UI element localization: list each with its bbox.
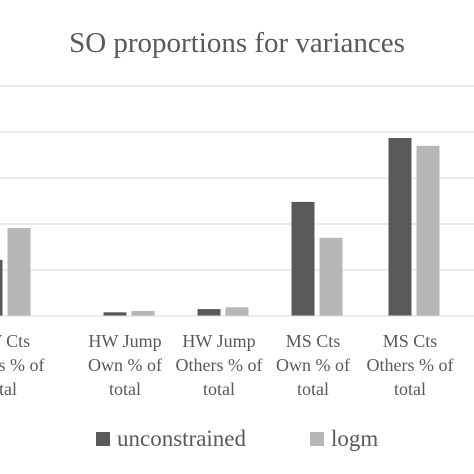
x-tick-label: total <box>203 379 235 399</box>
x-tick-label: total <box>109 379 141 399</box>
bar-logm-5 <box>416 145 440 316</box>
bar-logm-1 <box>7 228 31 316</box>
x-tick-label: MS Cts <box>286 331 341 351</box>
x-tick-label: HW Cts <box>0 331 30 351</box>
x-tick-label: MS Cts <box>383 331 438 351</box>
bar-unconstrained-5 <box>388 138 412 316</box>
x-tick-labels: HW Cts Others % of total HW Jump Own % of tot… <box>0 331 453 399</box>
x-tick-label: HW Jump <box>182 331 255 351</box>
x-tick-label: Others % of <box>367 355 454 375</box>
x-tick-label: total <box>0 379 17 399</box>
bar-unconstrained-4 <box>291 201 315 316</box>
bar-unconstrained-2 <box>103 312 127 316</box>
bar-logm-2 <box>131 310 155 316</box>
bar-logm-4 <box>319 237 343 316</box>
x-tick-label: Others % of <box>176 355 263 375</box>
bars <box>0 138 440 316</box>
bar-unconstrained-3 <box>197 309 221 316</box>
legend-swatch-unconstrained <box>96 432 110 446</box>
chart-title: SO proportions for variances <box>69 27 405 59</box>
x-tick-label: total <box>394 379 426 399</box>
legend-label-logm: logm <box>331 426 378 451</box>
legend: unconstrained logm <box>96 426 378 451</box>
legend-swatch-logm <box>310 432 324 446</box>
x-tick-label: Own % of <box>276 355 350 375</box>
bar-unconstrained-1 <box>0 259 3 316</box>
legend-label-unconstrained: unconstrained <box>117 426 247 451</box>
x-tick-label: Others % of <box>0 355 44 375</box>
x-tick-label: Own % of <box>88 355 162 375</box>
bar-logm-3 <box>225 307 249 316</box>
x-tick-label: HW Jump <box>88 331 161 351</box>
x-tick-label: total <box>297 379 329 399</box>
